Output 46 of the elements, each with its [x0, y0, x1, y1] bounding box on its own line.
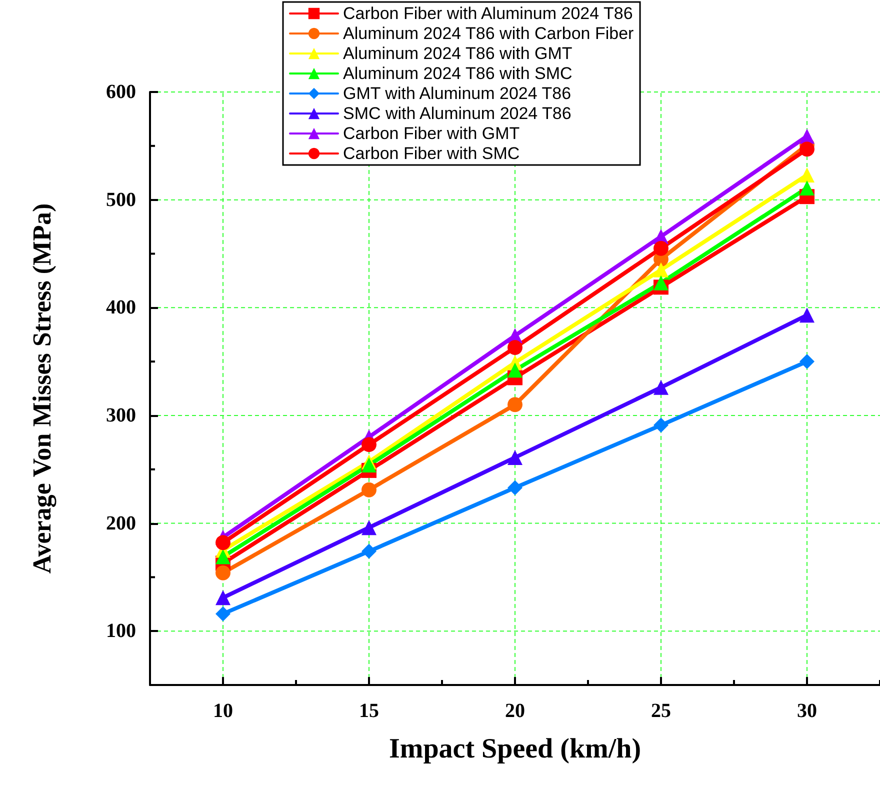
point [800, 142, 814, 157]
y-tick-label: 200 [106, 512, 136, 534]
point [508, 480, 522, 496]
legend-label: Aluminum 2024 T86 with GMT [343, 44, 572, 63]
legend-label: Aluminum 2024 T86 with SMC [343, 64, 572, 83]
point [216, 590, 230, 606]
point [216, 565, 230, 580]
point [216, 606, 230, 622]
x-tick-label: 20 [505, 700, 525, 722]
x-tick-label: 15 [359, 700, 379, 722]
x-tick-label: 25 [651, 700, 671, 722]
legend-label: GMT with Aluminum 2024 T86 [343, 84, 572, 103]
point [216, 549, 230, 564]
point [508, 340, 522, 356]
point [800, 308, 814, 323]
y-tick-label: 400 [106, 296, 136, 319]
x-tick-label: 10 [213, 700, 233, 722]
y-axis-title: Average Von Misses Stress (MPa) [28, 203, 56, 574]
point [654, 275, 668, 290]
y-tick-label: 300 [106, 404, 136, 426]
x-tick-label: 30 [797, 700, 817, 722]
x-axis-title: Impact Speed (km/h) [388, 734, 642, 764]
y-tick-label: 600 [106, 81, 136, 103]
legend-label: Carbon Fiber with GMT [343, 124, 520, 143]
point [654, 380, 668, 395]
point [654, 262, 668, 278]
point [362, 458, 376, 473]
y-tick-label: 100 [106, 620, 136, 642]
point [508, 397, 522, 412]
point [362, 482, 376, 498]
point [508, 450, 522, 466]
point [654, 240, 668, 256]
point [800, 180, 814, 196]
legend-label: Carbon Fiber with Aluminum 2024 T86 [343, 4, 633, 23]
legend-label: Carbon Fiber with SMC [343, 144, 520, 163]
legend-label: Aluminum 2024 T86 with Carbon Fiber [343, 24, 634, 43]
legend-label: SMC with Aluminum 2024 T86 [343, 104, 572, 123]
point [654, 418, 668, 433]
point [362, 437, 376, 452]
point [508, 362, 522, 378]
y-tick-label: 500 [106, 188, 136, 211]
point [216, 535, 230, 550]
point [362, 520, 376, 536]
point [362, 544, 376, 559]
point [800, 354, 814, 370]
point [800, 168, 814, 183]
